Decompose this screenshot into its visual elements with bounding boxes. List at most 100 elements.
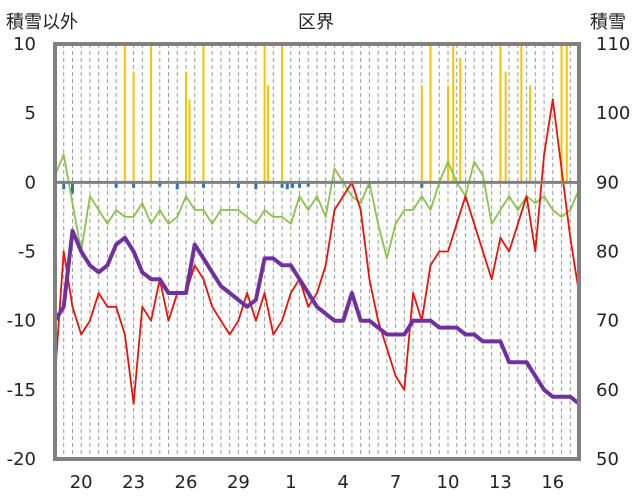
data-point <box>316 292 318 294</box>
data-point <box>560 216 563 218</box>
data-point <box>106 305 109 308</box>
x-tick-label: 23 <box>122 472 145 493</box>
x-tick-label: 16 <box>541 472 564 493</box>
data-point <box>429 319 432 322</box>
data-point <box>106 264 109 267</box>
data-point <box>333 167 336 170</box>
data-point <box>569 236 572 239</box>
bar-mark <box>459 57 462 183</box>
data-point <box>220 209 222 211</box>
left-tick-label: 5 <box>25 103 36 124</box>
right-tick-label: 100 <box>596 103 630 124</box>
bar-mark <box>263 44 266 183</box>
data-point <box>80 250 83 253</box>
data-point <box>482 250 484 253</box>
data-point <box>71 305 74 308</box>
bar-mark <box>447 85 449 183</box>
data-point <box>429 209 432 211</box>
bar-mark <box>236 182 240 188</box>
chart-title: 区界 <box>298 12 334 33</box>
data-point <box>499 209 502 211</box>
data-point <box>473 222 476 225</box>
left-tick-label: -20 <box>7 449 36 470</box>
data-point <box>123 216 126 218</box>
bar-series <box>62 44 568 194</box>
data-point <box>447 326 449 329</box>
data-point <box>141 202 144 204</box>
data-point <box>438 250 441 253</box>
data-point <box>508 195 511 198</box>
data-point <box>316 305 318 308</box>
data-point <box>167 292 170 294</box>
data-point <box>342 195 345 198</box>
data-point <box>307 292 310 294</box>
data-point <box>482 174 484 177</box>
plot-area-frame <box>53 42 581 461</box>
data-point <box>429 264 432 267</box>
bar-mark <box>281 44 284 183</box>
data-point <box>106 222 109 225</box>
data-point <box>333 319 336 322</box>
data-point <box>560 167 563 170</box>
data-point <box>150 278 152 281</box>
data-point <box>263 292 266 294</box>
data-point <box>333 209 336 211</box>
data-point <box>89 195 91 198</box>
data-point <box>254 299 257 301</box>
data-point <box>368 278 371 281</box>
data-point <box>176 216 179 218</box>
data-point <box>237 299 240 301</box>
data-point <box>202 257 205 260</box>
data-point <box>499 236 502 239</box>
bar-mark <box>70 182 74 194</box>
data-point <box>62 153 65 156</box>
bar-mark <box>267 85 270 183</box>
data-point <box>115 305 118 308</box>
data-point <box>141 271 144 274</box>
data-point <box>158 209 161 211</box>
bar-mark <box>188 99 191 183</box>
bar-mark <box>132 71 135 183</box>
data-point <box>272 333 275 336</box>
data-point <box>385 257 388 260</box>
data-point <box>150 319 152 322</box>
data-point <box>71 229 74 232</box>
data-point <box>281 216 283 218</box>
data-point <box>281 264 283 267</box>
bar-mark <box>150 44 153 183</box>
data-point <box>316 195 318 198</box>
left-tick-label: -10 <box>7 311 36 332</box>
data-point <box>97 292 100 294</box>
bar-mark <box>420 85 423 183</box>
data-point <box>377 222 380 225</box>
bar-mark <box>254 182 258 190</box>
bar-mark <box>420 182 424 188</box>
data-point <box>525 195 528 198</box>
data-point <box>508 361 511 364</box>
data-point <box>132 402 135 405</box>
bar-mark <box>158 182 162 187</box>
right-tick-label: 50 <box>596 449 619 470</box>
data-point <box>158 278 161 281</box>
data-point <box>220 319 222 322</box>
data-point <box>490 278 493 281</box>
data-point <box>534 250 537 253</box>
x-tick-label: 4 <box>337 472 348 493</box>
data-point <box>377 326 380 329</box>
x-tick-label: 20 <box>70 472 93 493</box>
bar-mark <box>520 44 523 183</box>
data-point <box>455 222 458 225</box>
data-point <box>193 264 196 267</box>
bar-mark <box>123 44 126 183</box>
right-tick-label: 60 <box>596 380 619 401</box>
data-point <box>150 222 152 225</box>
data-point <box>246 305 249 308</box>
data-point <box>499 340 502 343</box>
data-point <box>62 250 65 253</box>
data-point <box>272 257 275 260</box>
data-point <box>211 305 214 308</box>
data-point <box>412 319 414 322</box>
x-tick-label: 7 <box>390 472 401 493</box>
data-point <box>132 250 135 253</box>
